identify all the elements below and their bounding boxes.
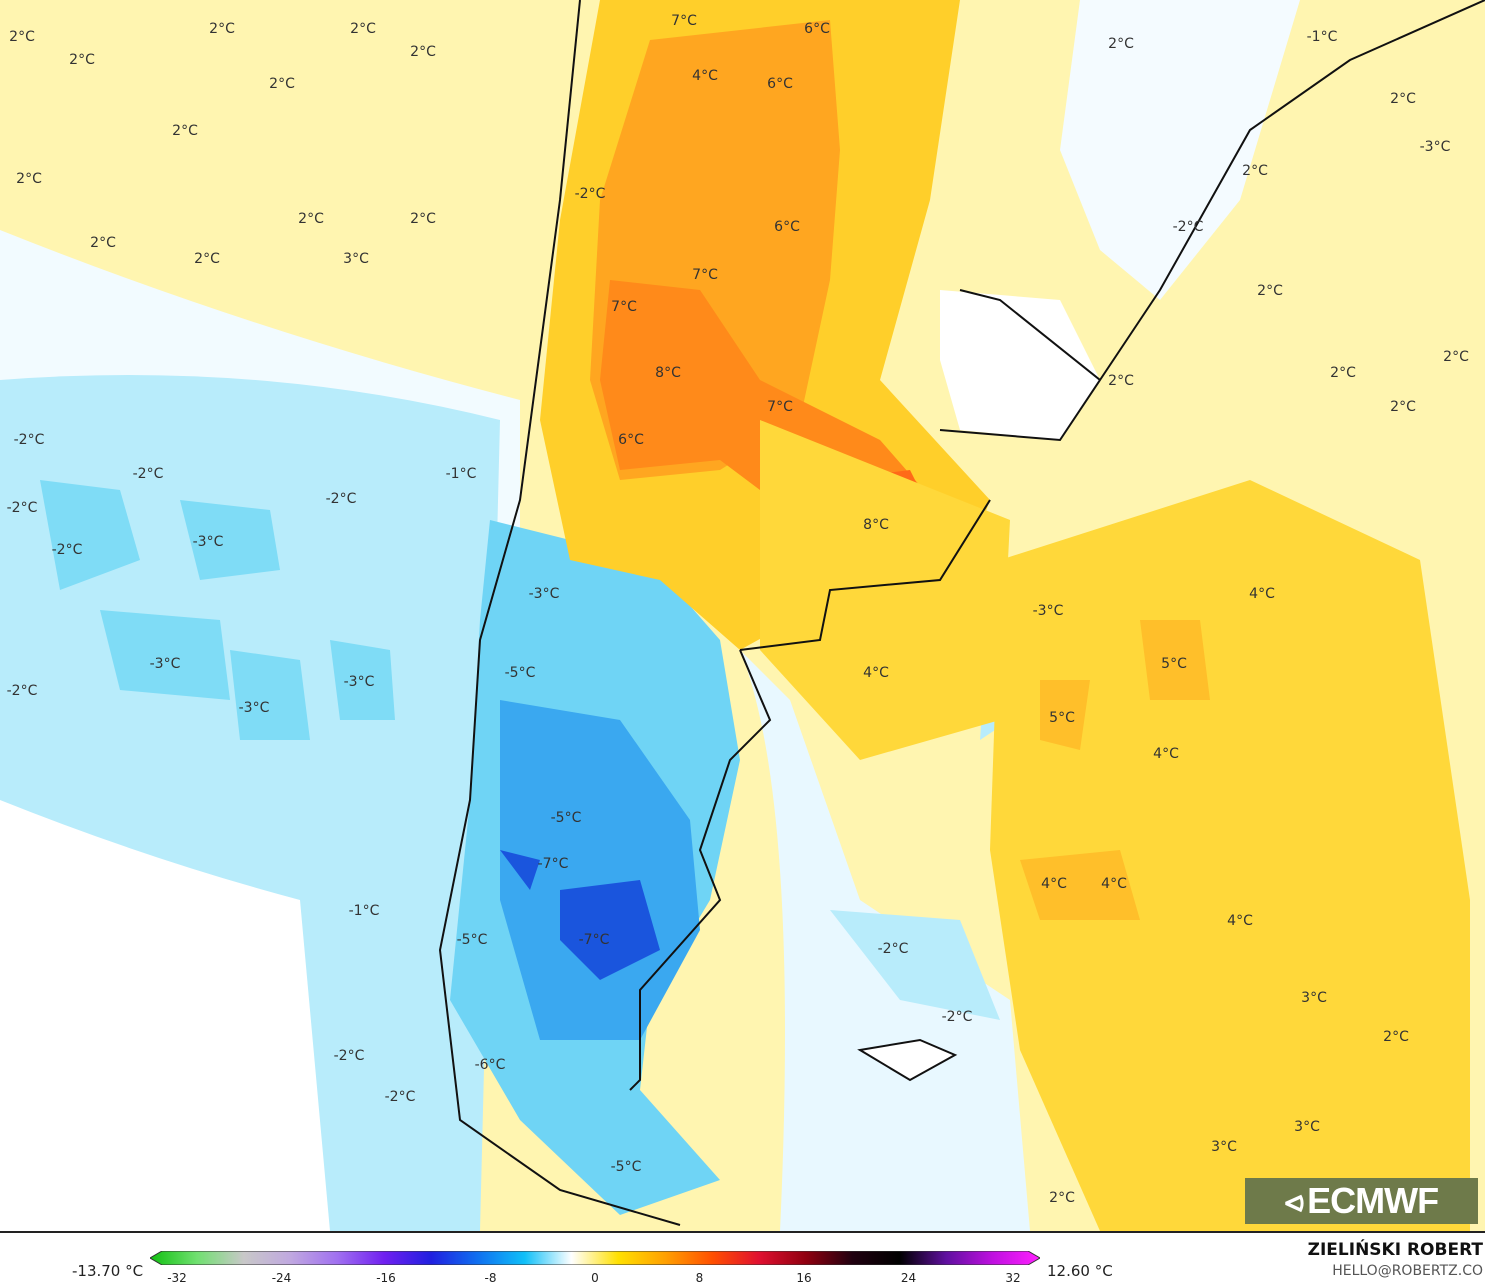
author-email: HELLO@ROBERTZ.CO xyxy=(1332,1263,1483,1279)
contour-label: 2°C xyxy=(410,211,436,227)
author-name: ZIELIŃSKI ROBERT xyxy=(1307,1240,1483,1260)
contour-label: -3°C xyxy=(1419,139,1451,155)
temperature-field xyxy=(0,0,1485,1231)
ecmwf-logo-icon: ⪦ xyxy=(1284,1181,1304,1220)
contour-label: 4°C xyxy=(1249,586,1275,602)
contour-label: 8°C xyxy=(863,517,889,533)
contour-label: -2°C xyxy=(51,542,83,558)
colorbar-tick: -24 xyxy=(271,1271,292,1285)
contour-label: -2°C xyxy=(941,1009,973,1025)
contour-label: -2°C xyxy=(877,941,909,957)
min-value: -13.70 °C xyxy=(72,1262,144,1280)
contour-label: 2°C xyxy=(16,171,42,187)
contour-label: 2°C xyxy=(350,21,376,37)
contour-label: 4°C xyxy=(863,665,889,681)
colorbar-tick: 8 xyxy=(695,1271,704,1285)
contour-label: -5°C xyxy=(456,932,488,948)
contour-label: 4°C xyxy=(1153,746,1179,762)
contour-label: 7°C xyxy=(767,399,793,415)
contour-label: 2°C xyxy=(298,211,324,227)
contour-label: 7°C xyxy=(671,13,697,29)
contour-label: 2°C xyxy=(1108,36,1134,52)
colorbar xyxy=(150,1251,1040,1265)
colorbar-tick: -8 xyxy=(484,1271,497,1285)
contour-label: -3°C xyxy=(343,674,375,690)
contour-label: -2°C xyxy=(6,683,38,699)
contour-label: -7°C xyxy=(537,856,569,872)
contour-label: 2°C xyxy=(1443,349,1469,365)
colorbar-tick: 16 xyxy=(796,1271,812,1285)
ecmwf-logo: ⪦ ECMWF xyxy=(1245,1178,1478,1224)
contour-label: 2°C xyxy=(1257,283,1283,299)
contour-label: 2°C xyxy=(172,123,198,139)
contour-label: 4°C xyxy=(692,68,718,84)
contour-label: 3°C xyxy=(1211,1139,1237,1155)
colorbar-tick: -32 xyxy=(167,1271,187,1285)
contour-label: 6°C xyxy=(774,219,800,235)
max-value: 12.60 °C xyxy=(1047,1262,1113,1280)
contour-label: 6°C xyxy=(767,76,793,92)
contour-label: 2°C xyxy=(9,29,35,45)
contour-label: -2°C xyxy=(6,500,38,516)
contour-label: 6°C xyxy=(804,21,830,37)
contour-label: 2°C xyxy=(194,251,220,267)
contour-label: -5°C xyxy=(550,810,582,826)
contour-label: 2°C xyxy=(1390,91,1416,107)
contour-label: -5°C xyxy=(610,1159,642,1175)
contour-label: -3°C xyxy=(192,534,224,550)
contour-label: 2°C xyxy=(269,76,295,92)
colorbar-tick: 24 xyxy=(900,1271,917,1285)
contour-label: 7°C xyxy=(611,299,637,315)
contour-label: -2°C xyxy=(574,186,606,202)
temperature-map: 2°C 2°C 2°C 2°C 2°C 2°C 2°C 2°C 2°C 2°C 2°C 2°C 3°C 7… xyxy=(0,0,1485,1233)
contour-label: 5°C xyxy=(1161,656,1187,672)
contour-label: -1°C xyxy=(445,466,477,482)
contour-label: 3°C xyxy=(343,251,369,267)
contour-label: 3°C xyxy=(1294,1119,1320,1135)
contour-label: 2°C xyxy=(410,44,436,60)
colorbar-tick: 0 xyxy=(591,1271,599,1285)
colorbar-tick: -16 xyxy=(376,1271,396,1285)
contour-label: 4°C xyxy=(1227,913,1253,929)
logo-text: ECMWF xyxy=(1307,1180,1439,1221)
contour-label: -2°C xyxy=(333,1048,365,1064)
contour-label: 2°C xyxy=(1390,399,1416,415)
contour-label: 2°C xyxy=(1383,1029,1409,1045)
contour-label: -3°C xyxy=(149,656,181,672)
contour-label: -3°C xyxy=(238,700,270,716)
contour-label: -2°C xyxy=(1172,219,1204,235)
contour-label: -2°C xyxy=(384,1089,416,1105)
contour-label: -1°C xyxy=(348,903,380,919)
contour-label: 2°C xyxy=(69,52,95,68)
contour-label: -1°C xyxy=(1306,29,1338,45)
contour-label: -2°C xyxy=(132,466,164,482)
contour-label: -6°C xyxy=(474,1057,506,1073)
contour-label: 8°C xyxy=(655,365,681,381)
contour-label: -2°C xyxy=(325,491,357,507)
contour-label: 2°C xyxy=(209,21,235,37)
contour-label: -3°C xyxy=(1032,603,1064,619)
contour-label: 2°C xyxy=(1108,373,1134,389)
contour-label: 2°C xyxy=(1242,163,1268,179)
contour-label: 5°C xyxy=(1049,710,1075,726)
contour-label: 3°C xyxy=(1301,990,1327,1006)
contour-label: 2°C xyxy=(1049,1190,1075,1206)
contour-label: -3°C xyxy=(528,586,560,602)
contour-label: 4°C xyxy=(1101,876,1127,892)
contour-label: -7°C xyxy=(578,932,610,948)
contour-label: 4°C xyxy=(1041,876,1067,892)
contour-label: -2°C xyxy=(13,432,45,448)
contour-label: 2°C xyxy=(90,235,116,251)
contour-label: 2°C xyxy=(1330,365,1356,381)
colorbar-tick: 32 xyxy=(1005,1271,1021,1285)
contour-label: 6°C xyxy=(618,432,644,448)
contour-label: 7°C xyxy=(692,267,718,283)
contour-label: -5°C xyxy=(504,665,536,681)
